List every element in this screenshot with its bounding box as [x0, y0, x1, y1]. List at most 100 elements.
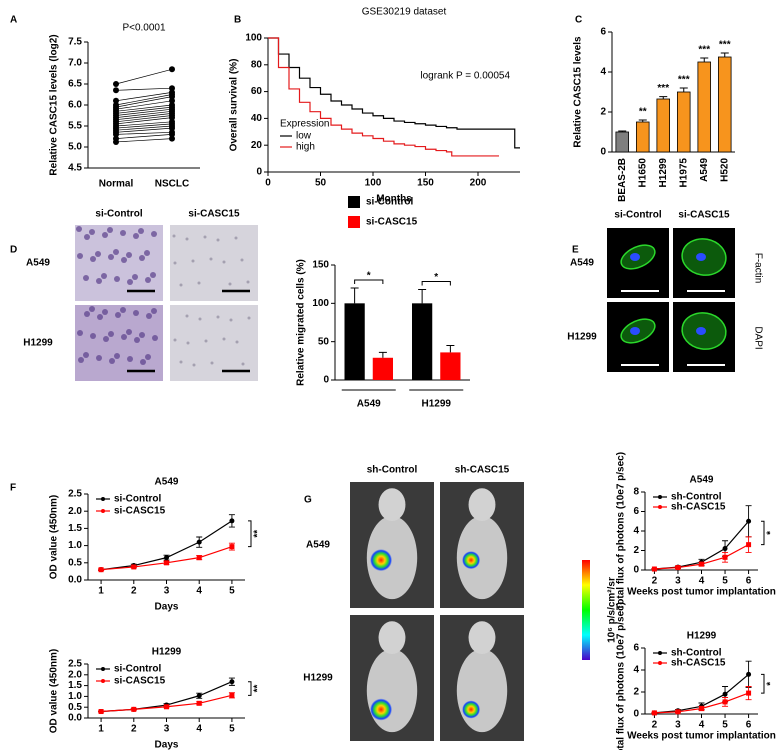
- y-tick-label: 1.0: [68, 540, 82, 551]
- cell-stain: [120, 230, 126, 236]
- legend-swatch: [348, 216, 360, 228]
- significance-bracket: [761, 673, 765, 694]
- x-tick-label: 3: [675, 720, 681, 731]
- x-tick-label: 200: [470, 178, 487, 189]
- legend-marker: [101, 497, 105, 501]
- tumor-signal: [370, 549, 393, 572]
- pair-line: [115, 121, 173, 127]
- cell-stain: [229, 318, 233, 322]
- x-tick-label: 5: [722, 720, 728, 731]
- y-tick-label: 6.5: [68, 79, 82, 90]
- column-label: si-Control: [614, 210, 661, 221]
- cell-stain: [228, 282, 232, 286]
- y-tick-label: 0.0: [68, 713, 82, 724]
- annotation: logrank P = 0.00054: [420, 71, 510, 82]
- cell-stain: [145, 277, 151, 283]
- cell-stain: [151, 231, 157, 237]
- cell-stain: [78, 357, 84, 363]
- x-tick-label: 5: [722, 576, 728, 587]
- pair-line: [115, 87, 173, 91]
- significance: *: [766, 531, 777, 535]
- x-tick-label: H1650: [637, 158, 648, 188]
- error-bar: [418, 289, 427, 304]
- cell-stain: [84, 311, 90, 317]
- cell-stain: [77, 253, 83, 259]
- data-point: [169, 66, 175, 73]
- row-label: A549: [26, 258, 50, 269]
- significance: ***: [698, 45, 710, 56]
- mouse-head: [378, 621, 406, 655]
- data-point: [699, 706, 704, 711]
- panel-letter: F: [10, 483, 16, 494]
- cell-stain: [95, 251, 101, 257]
- colorbar-label: 10⁶ p/s/cm²/sr: [607, 577, 618, 643]
- data-point: [98, 709, 104, 715]
- annotation: P<0.0001: [122, 23, 166, 34]
- y-tick-label: 2.0: [68, 506, 82, 517]
- x-tick-label: 3: [675, 576, 681, 587]
- significance: ***: [678, 75, 690, 86]
- y-tick-label: 8: [633, 487, 639, 498]
- panel-letter: A: [10, 15, 17, 26]
- error-bar: [378, 351, 387, 358]
- cell-stain: [115, 312, 121, 318]
- cell-stain: [83, 352, 89, 358]
- cell-stain: [172, 234, 176, 238]
- colorbar: [582, 560, 590, 660]
- column-label: sh-Control: [367, 465, 418, 476]
- cell-stain: [96, 355, 102, 361]
- cell-stain: [133, 233, 139, 239]
- cell-stain: [90, 256, 96, 262]
- panel-letter: G: [304, 495, 312, 506]
- cell-stain: [152, 335, 158, 341]
- y-tick-label: 40: [251, 113, 263, 124]
- cell-stain: [76, 226, 82, 232]
- y-tick-label: 6: [633, 643, 639, 654]
- panel-letter: E: [572, 245, 579, 256]
- x-tick-label: 6: [746, 720, 752, 731]
- cell-stain: [126, 252, 132, 258]
- x-tick-label: 0: [265, 178, 271, 189]
- cell-stain: [179, 283, 183, 287]
- cell-stain: [186, 341, 190, 345]
- cell-stain: [139, 255, 145, 261]
- error-bar: [720, 52, 729, 57]
- data-point: [746, 518, 752, 524]
- significance: ***: [657, 83, 669, 94]
- cell-stain: [101, 273, 107, 279]
- pair-line: [115, 131, 173, 135]
- mouse-head: [468, 488, 496, 522]
- pair-line: [115, 108, 173, 116]
- significance: *: [766, 682, 777, 686]
- survival-curve: [268, 37, 499, 157]
- chart-title: A549: [155, 477, 179, 488]
- x-tick-label: 50: [315, 178, 327, 189]
- pair-line: [115, 138, 173, 143]
- bar: [412, 303, 433, 380]
- legend-label: si-Control: [114, 664, 161, 675]
- cell-stain: [89, 306, 95, 312]
- error-bar: [618, 130, 627, 132]
- data-point: [196, 693, 202, 699]
- chart-title: GSE30219 dataset: [362, 7, 447, 18]
- row-label: A549: [306, 540, 330, 551]
- cell-stain: [134, 337, 140, 343]
- panel-letter: C: [575, 15, 582, 26]
- pair-line: [115, 117, 173, 125]
- cell-stain: [144, 250, 150, 256]
- cell-stain: [109, 358, 115, 364]
- pair-line: [115, 134, 173, 139]
- mouse-body: [366, 516, 418, 600]
- x-tick-label: 3: [164, 724, 170, 735]
- data-point: [169, 131, 175, 138]
- y-tick-label: 0: [633, 709, 639, 720]
- mouse-body: [456, 649, 508, 733]
- error-bar: [446, 345, 455, 353]
- pair-line: [115, 100, 173, 110]
- cell-stain: [102, 232, 108, 238]
- significance: *: [367, 271, 371, 282]
- y-tick-label: 100: [312, 298, 329, 309]
- x-tick-label: 1: [98, 586, 104, 597]
- y-tick-label: 50: [318, 336, 330, 347]
- data-point: [196, 700, 202, 706]
